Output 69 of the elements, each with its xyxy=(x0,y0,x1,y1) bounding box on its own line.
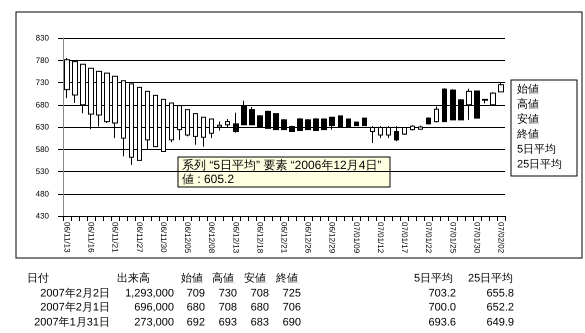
text: 683 xyxy=(250,316,269,328)
text: 終値 xyxy=(516,128,539,140)
text: 649.9 xyxy=(486,316,514,328)
text: 706 xyxy=(282,302,301,314)
text: 690 xyxy=(282,316,301,328)
text: 1,293,000 xyxy=(125,288,174,300)
text: 709 xyxy=(186,288,205,300)
x-tick-label: 07/01/09 xyxy=(352,222,361,254)
x-tick-label: 07/01/17 xyxy=(400,222,410,254)
x-tick-label: 06/11/30 xyxy=(158,222,168,254)
y-tick-label: 780 xyxy=(36,56,50,65)
x-tick-label: 06/12/13 xyxy=(231,222,240,254)
x-tick-label: 07/01/30 xyxy=(472,222,482,254)
x-tick-label: 06/12/18 xyxy=(255,222,264,254)
text: 700.0 xyxy=(428,302,456,314)
text: 日付 xyxy=(27,272,49,284)
text: 終値 xyxy=(275,272,298,284)
y-tick-label: 730 xyxy=(36,78,50,87)
text: 652.2 xyxy=(486,302,514,314)
text: 始値 xyxy=(181,272,203,284)
text: 25日平均 xyxy=(517,158,562,170)
annotation: 系列 “5日平均” 要素 “2006年12月4日” xyxy=(182,158,382,172)
text: 273,000 xyxy=(134,316,174,328)
x-tick-label: 06/11/13 xyxy=(62,222,72,254)
annotation: 値 : 605.2 xyxy=(182,172,234,186)
text: 696,000 xyxy=(134,302,174,314)
text: 始値 xyxy=(517,84,539,96)
text: 高値 xyxy=(517,98,539,110)
x-tick-label: 07/01/25 xyxy=(448,222,458,254)
text: 2007年2月2日 xyxy=(40,288,110,300)
y-tick-label: 630 xyxy=(36,122,50,132)
text: 出来高 xyxy=(117,272,150,284)
x-tick-label: 07/01/22 xyxy=(424,222,434,254)
x-tick-label: 06/12/26 xyxy=(304,222,313,254)
candlestick xyxy=(426,116,431,124)
text: 708 xyxy=(218,302,237,314)
x-tick-label: 07/01/12 xyxy=(376,222,385,254)
x-tick-label: 06/12/21 xyxy=(280,222,288,254)
text: 680 xyxy=(250,302,269,314)
text: 693.6 xyxy=(428,316,456,328)
y-tick-label: 480 xyxy=(36,189,50,198)
text: 692 xyxy=(186,316,205,328)
text: 25日平均 xyxy=(468,272,514,284)
text: 693 xyxy=(218,316,237,328)
text: 2007年2月1日 xyxy=(40,302,110,314)
x-tick-label: 07/02/02 xyxy=(496,222,506,254)
text: 5日平均 xyxy=(517,144,556,156)
text: 708 xyxy=(250,288,269,300)
x-tick-label: 06/12/05 xyxy=(183,222,192,254)
text: 2007年1月31日 xyxy=(34,316,110,328)
text: 高値 xyxy=(212,272,234,284)
y-tick-label: 680 xyxy=(36,100,50,110)
x-tick-label: 06/11/21 xyxy=(110,222,120,254)
text: 安値 xyxy=(517,112,539,126)
text: 730 xyxy=(218,288,237,300)
text: 703.2 xyxy=(428,288,456,300)
y-tick-label: 430 xyxy=(36,212,50,220)
x-tick-label: 06/12/08 xyxy=(207,222,216,254)
y-tick-label: 530 xyxy=(36,167,50,176)
x-tick-label: 06/12/29 xyxy=(328,222,337,254)
x-tick-label: 06/11/27 xyxy=(134,222,144,254)
text: 655.8 xyxy=(486,288,514,300)
text: 安値 xyxy=(244,272,266,284)
text: 725 xyxy=(282,288,301,300)
x-tick-label: 06/11/16 xyxy=(86,222,96,254)
y-tick-label: 580 xyxy=(36,144,50,154)
text: 680 xyxy=(186,302,205,314)
y-tick-label: 830 xyxy=(36,34,50,42)
text: 5日平均 xyxy=(414,272,454,284)
